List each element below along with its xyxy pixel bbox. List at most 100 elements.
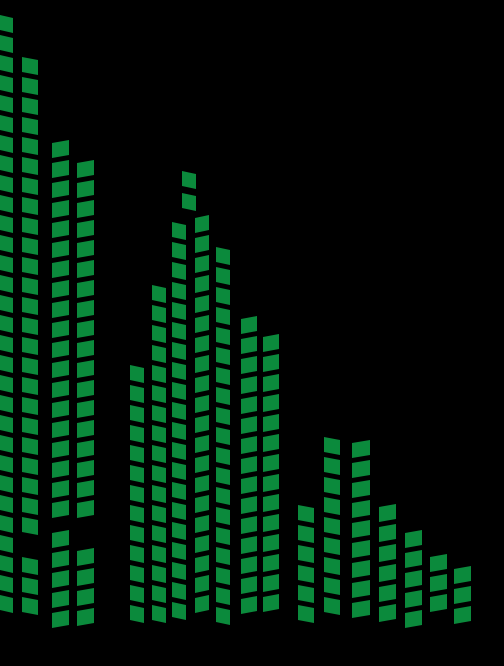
window-tile [22,317,38,335]
window-tile [152,545,166,563]
middle-tower [130,171,230,625]
window-tile [216,587,230,605]
window-tile [324,517,340,535]
window-tile [216,567,230,585]
window-tile [0,235,13,253]
window-tile [152,485,166,503]
window-tile [152,605,166,623]
window-tile [152,465,166,483]
window-tile [0,575,13,593]
window-tile [241,456,257,474]
window-tile [52,420,69,438]
window-tile [241,516,257,534]
window-tile [0,535,13,553]
window-tile [77,420,94,438]
window-tile [324,577,340,595]
window-tile [195,455,209,473]
window-tile [195,435,209,453]
window-tile [298,505,314,523]
window-tile [152,285,166,303]
window-tile [241,496,257,514]
window-tile [0,135,13,153]
window-tile [130,425,144,443]
window-tile [0,315,13,333]
window-tile [77,160,94,178]
window-tile [22,577,38,595]
window-tile [263,574,279,592]
window-tile [352,480,370,498]
window-tile [195,215,209,233]
window-tile [172,542,186,560]
window-tile [77,380,94,398]
window-tile [379,524,396,542]
window-tile [77,340,94,358]
window-tile [195,315,209,333]
window-tile [22,517,38,535]
window-tile [263,354,279,372]
window-tile [0,335,13,353]
window-tile [52,380,69,398]
window-tile [152,365,166,383]
window-tile [241,576,257,594]
window-tile [263,334,279,352]
window-tile [172,582,186,600]
window-tile [77,568,94,586]
window-tile [216,247,230,265]
window-tile [195,295,209,313]
window-tile [52,240,69,258]
window-tile [130,365,144,383]
window-tile [172,382,186,400]
window-tile [172,602,186,620]
window-tile [77,460,94,478]
window-tile [77,548,94,566]
window-tile [0,95,13,113]
window-tile [216,527,230,545]
window-tile [216,367,230,385]
window-tile [52,320,69,338]
window-tile [22,417,38,435]
window-tile [195,595,209,613]
window-tile [172,522,186,540]
window-tile [0,75,13,93]
window-tile [0,395,13,413]
window-tile [0,555,13,573]
window-tile [130,445,144,463]
window-tile [298,525,314,543]
window-tile [22,117,38,135]
window-tile [77,500,94,518]
window-tile [172,322,186,340]
window-tile [324,557,340,575]
window-tile [130,405,144,423]
window-tile [241,396,257,414]
window-tile [172,402,186,420]
window-tile [130,465,144,483]
window-tile [241,416,257,434]
window-tile [77,480,94,498]
window-tile [22,197,38,215]
window-tile [152,585,166,603]
window-tile [263,394,279,412]
window-tile [263,374,279,392]
window-tile [216,547,230,565]
window-tile [216,267,230,285]
window-tile [379,544,396,562]
window-tile [22,97,38,115]
window-tile [22,397,38,415]
window-tile [241,596,257,614]
window-tile [241,476,257,494]
window-tile [195,235,209,253]
window-tile [22,337,38,355]
window-tile [0,195,13,213]
window-tile [379,564,396,582]
window-tile [130,605,144,623]
window-tile [263,534,279,552]
window-tile [52,220,69,238]
window-tile [77,360,94,378]
window-tile [172,342,186,360]
window-tile [152,425,166,443]
window-tile [77,300,94,318]
window-tile [241,356,257,374]
window-tile [241,436,257,454]
window-tile [22,137,38,155]
